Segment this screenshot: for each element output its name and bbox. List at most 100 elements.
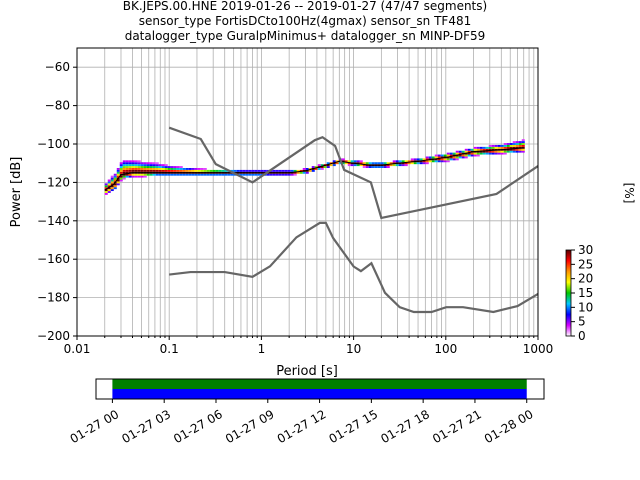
psd-cell [452,152,456,155]
psd-cell [173,168,177,170]
psd-cell [404,164,408,167]
psd-cell [122,175,126,178]
coverage-tick-label: 01-27 00 [68,407,122,446]
psd-cell [197,173,201,176]
psd-cell [113,179,117,182]
colorbar-tick-label: 15 [578,286,593,300]
psd-cell [239,173,243,176]
psd-cell [110,185,114,188]
noise-models [168,126,539,314]
psd-cell [263,169,267,172]
psd-cell [443,160,447,163]
psd-cell [425,162,429,165]
psd-cell [449,154,453,157]
psd-cell [215,169,219,172]
psd-cell [380,166,384,168]
coverage-tick-label: 01-27 18 [378,407,432,446]
psd-cell [137,168,141,170]
psd-cell [305,171,309,174]
psd-cell [194,173,198,176]
psd-cell [497,146,501,149]
psd-cell [500,146,504,149]
psd-cell [143,166,147,168]
psd-cell [440,154,444,157]
psd-cell [146,173,150,176]
chart-title-line-3: datalogger_type GuralpMinimus+ datalogge… [125,29,486,43]
psd-cell [401,160,405,163]
psd-cell [236,169,240,172]
psd-cell [119,175,123,178]
psd-cell [509,144,513,147]
psd-cell [122,164,126,167]
psd-cell [368,166,372,168]
psd-cell [152,168,156,170]
psd-cell [170,168,174,170]
psd-cell [140,162,144,165]
colorbar-gradient [565,249,572,337]
psd-cell [137,173,141,176]
psd-cell [398,160,402,163]
psd-cell [152,173,156,176]
psd-cell [173,173,177,176]
psd-cell [455,156,459,159]
psd-cell [491,148,495,151]
psd-cell [140,169,144,172]
psd-cell [128,175,132,178]
psd-cell [146,164,150,167]
psd-cell [386,162,390,165]
psd-cell [257,173,261,176]
psd-cell [446,154,450,157]
psd-cell [119,171,123,174]
psd-cell [146,162,150,165]
psd-cell [125,173,129,176]
psd-cell [296,171,300,174]
coverage-tick-label: 01-27 12 [275,407,329,446]
psd-cell [425,160,429,163]
psd-cell [506,150,510,153]
psd-cell [308,169,312,172]
psd-cell [425,156,429,159]
psd-cell [341,158,345,161]
psd-cell [452,158,456,161]
y-tick-label: −160 [37,252,70,266]
psd-cell [119,166,123,168]
psd-cell [185,173,189,176]
psd-cell [416,162,420,165]
psd-cell [221,169,225,172]
psd-cell [110,187,114,190]
psd-cell [176,169,180,172]
psd-cell [284,173,288,176]
psd-cell [176,173,180,176]
psd-cell [497,152,501,155]
psd-cell [449,156,453,159]
psd-cell [419,158,423,161]
grid-lines [76,48,538,336]
psd-cell [365,166,369,168]
psd-cell [515,148,519,151]
psd-cell [503,144,507,147]
psd-cell [512,148,516,151]
psd-cell [503,152,507,155]
psd-cell [179,168,183,170]
y-tick-label: −180 [37,291,70,305]
psd-cell [521,144,525,147]
psd-cell [506,148,510,151]
x-tick-label: 0.1 [160,342,179,356]
y-axis-label: Power [dB] [9,157,24,228]
psd-cell [392,164,396,167]
psd-cell [203,173,207,176]
psd-cell [329,164,333,167]
y-tick-label: −60 [45,60,70,74]
psd-cell [488,152,492,155]
psd-cell [104,185,108,188]
psd-cell [179,169,183,172]
psd-cell [470,148,474,151]
psd-cell [440,158,444,161]
colorbar-label: [%] [622,183,636,204]
chart-title-line-1: BK.JEPS.00.HNE 2019-01-26 -- 2019-01-27 … [123,0,487,13]
psd-cell [128,168,132,170]
psd-cell [158,168,162,170]
psd-cell [137,162,141,165]
psd-cell [338,162,342,165]
